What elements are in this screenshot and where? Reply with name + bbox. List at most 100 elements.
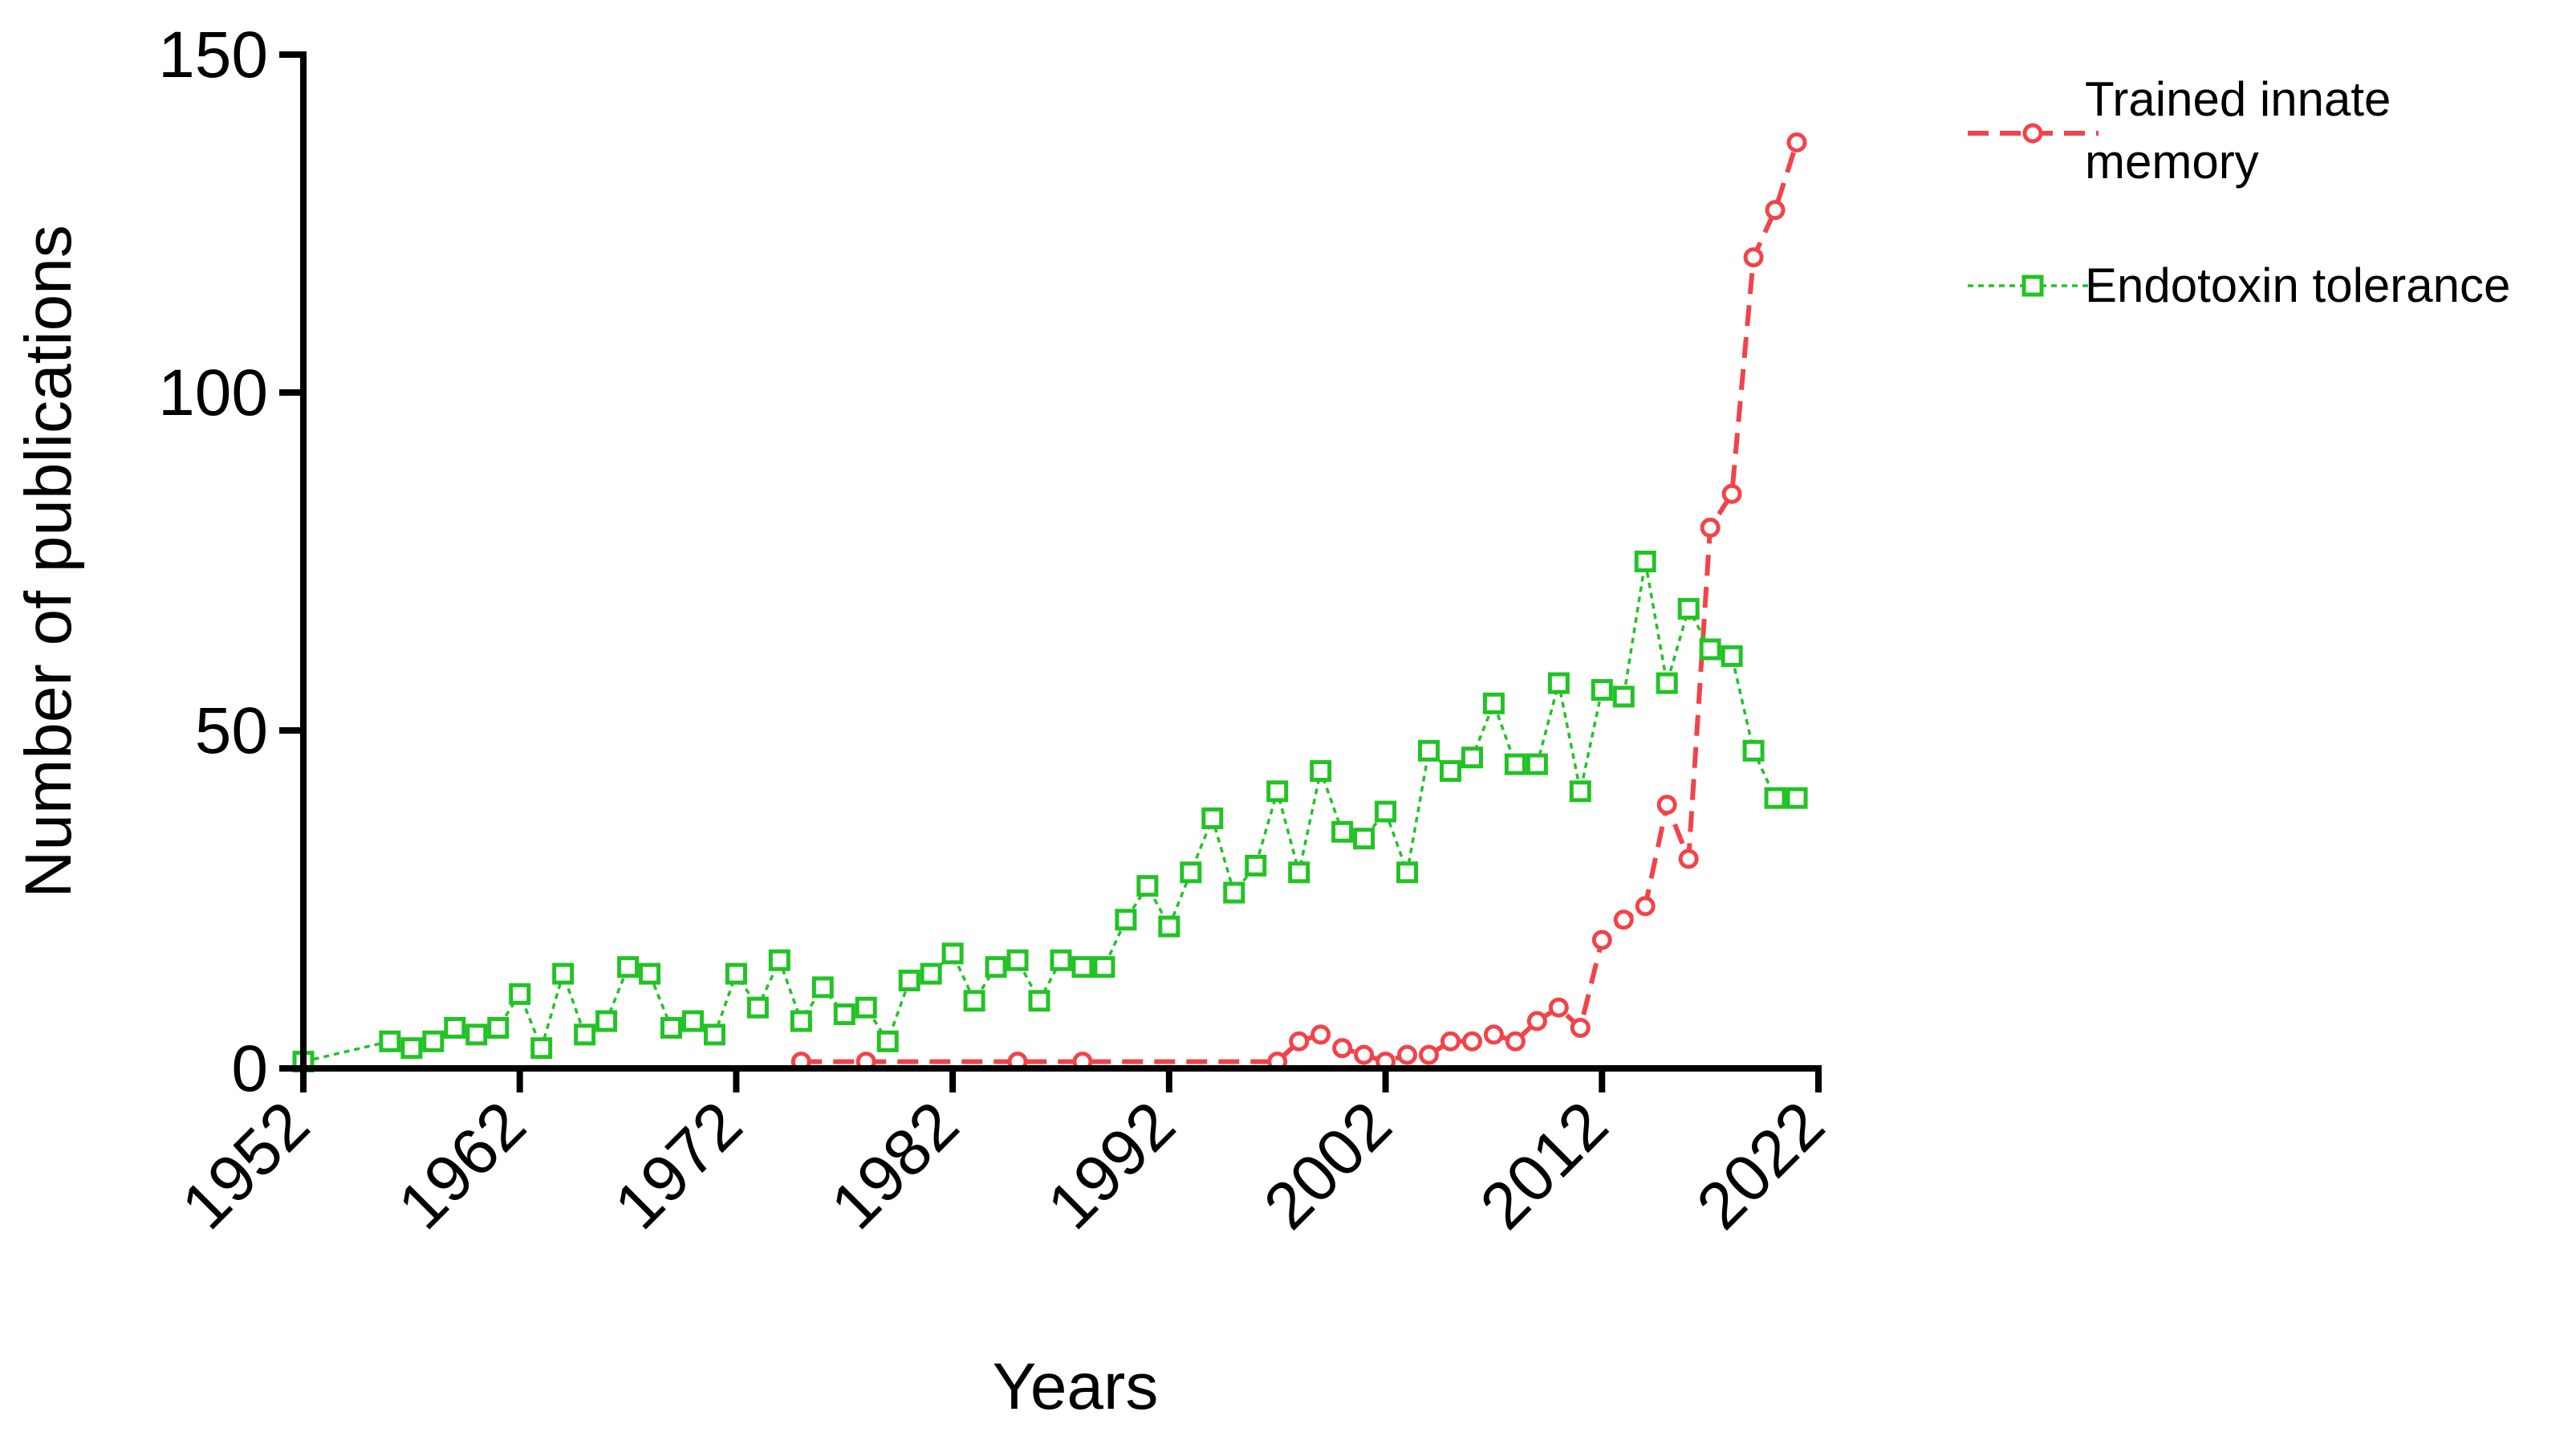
data-point-1-54 [1526,753,1548,775]
data-point-1-35 [1115,909,1137,931]
data-point-0-17 [1548,997,1569,1018]
x-tick-label-7: 2022 [1683,1088,1838,1243]
data-point-1-66 [1786,787,1808,809]
data-point-1-48 [1396,861,1419,884]
data-point-1-55 [1547,672,1570,694]
data-point-1-59 [1634,551,1656,572]
data-point-1-16 [703,1023,725,1046]
data-point-0-28 [1786,132,1807,153]
data-point-0-27 [1765,200,1786,221]
data-point-0-11 [1419,1044,1440,1065]
data-point-0-21 [1635,896,1656,917]
y-tick-label-3: 150 [158,18,268,92]
data-point-1-41 [1245,854,1267,877]
y-axis-title: Number of publications [12,225,85,898]
data-point-1-20 [790,1010,812,1032]
data-point-1-17 [725,962,747,985]
data-point-1-4 [444,1016,466,1039]
data-point-1-13 [639,962,661,985]
data-point-1-39 [1201,807,1224,829]
data-point-1-49 [1418,739,1440,762]
data-point-1-11 [595,1010,618,1032]
data-point-1-22 [833,1003,855,1026]
y-tick-label-1: 50 [195,694,268,767]
data-point-1-24 [876,1030,899,1052]
data-point-1-15 [681,1010,704,1032]
data-point-0-8 [1354,1044,1375,1065]
x-tick-label-3: 1982 [818,1088,973,1243]
data-point-0-12 [1440,1031,1461,1052]
x-tick-label-4: 1992 [1034,1088,1188,1243]
data-point-0-13 [1461,1031,1482,1052]
data-point-0-18 [1570,1017,1591,1038]
data-point-1-32 [1050,949,1072,971]
data-point-1-27 [941,942,964,965]
data-point-0-19 [1591,930,1612,950]
data-point-1-46 [1353,828,1375,850]
data-point-1-10 [574,1023,596,1046]
data-point-1-9 [552,962,575,985]
data-point-1-40 [1223,881,1245,904]
data-point-0-26 [1743,247,1764,268]
data-point-1-18 [746,996,769,1019]
data-point-1-12 [617,956,640,978]
data-point-1-30 [1006,949,1029,971]
data-point-1-51 [1461,747,1483,769]
data-point-0-23 [1678,848,1699,869]
data-point-1-25 [898,970,920,992]
data-point-0-16 [1526,1011,1547,1031]
data-point-1-36 [1136,875,1159,897]
data-point-0-6 [1310,1024,1331,1045]
data-point-1-52 [1482,692,1505,714]
data-point-1-28 [963,990,985,1012]
data-point-1-43 [1288,861,1310,884]
legend-marker-1 [2021,275,2044,297]
y-tick-label-0: 0 [231,1032,268,1105]
data-point-1-23 [855,996,877,1019]
data-point-1-56 [1569,780,1591,803]
x-tick-label-1: 1962 [384,1088,539,1243]
data-point-1-31 [1028,990,1050,1012]
data-point-1-2 [400,1037,423,1060]
data-point-1-63 [1721,645,1743,667]
data-point-1-33 [1071,956,1094,978]
data-point-1-5 [465,1023,488,1046]
axes: 0 50 100 150 1952 1962 1972 1982 1992 2002 2012 202… [12,18,1839,1423]
data-point-1-50 [1439,760,1461,783]
data-point-1-26 [920,962,942,985]
data-point-1-57 [1591,678,1613,701]
data-point-1-44 [1310,760,1332,783]
data-point-1-6 [487,1016,510,1039]
data-point-1-38 [1180,861,1202,884]
data-point-1-58 [1612,685,1635,708]
data-point-1-60 [1656,672,1678,694]
data-point-1-45 [1331,820,1354,843]
legend: Trained innate memory Endotoxin tolerance [1968,72,2510,312]
x-tick-label-6: 2012 [1467,1088,1622,1243]
data-point-0-20 [1613,909,1634,930]
legend-label-1: Endotoxin tolerance [2085,258,2510,312]
series-lines [303,141,1799,1064]
x-axis-title: Years [993,1350,1159,1423]
data-point-1-14 [660,1016,683,1039]
data-point-1-65 [1764,787,1786,809]
data-point-0-10 [1397,1044,1418,1065]
data-point-1-62 [1699,638,1721,661]
data-point-1-47 [1375,800,1397,823]
data-point-0-7 [1332,1038,1353,1059]
data-point-1-29 [985,956,1007,978]
x-tick-label-0: 1952 [168,1088,323,1243]
data-point-1-37 [1158,915,1180,938]
data-point-1-42 [1266,780,1289,803]
data-point-1-1 [379,1030,401,1052]
data-point-0-15 [1505,1031,1526,1052]
data-point-1-64 [1742,739,1765,762]
legend-marker-0 [2022,123,2043,144]
x-tick-label-2: 1972 [601,1088,756,1243]
data-point-0-5 [1289,1031,1310,1052]
data-point-1-21 [811,976,834,999]
data-point-1-19 [768,949,790,971]
data-point-1-3 [422,1030,445,1052]
data-point-0-24 [1700,517,1721,538]
